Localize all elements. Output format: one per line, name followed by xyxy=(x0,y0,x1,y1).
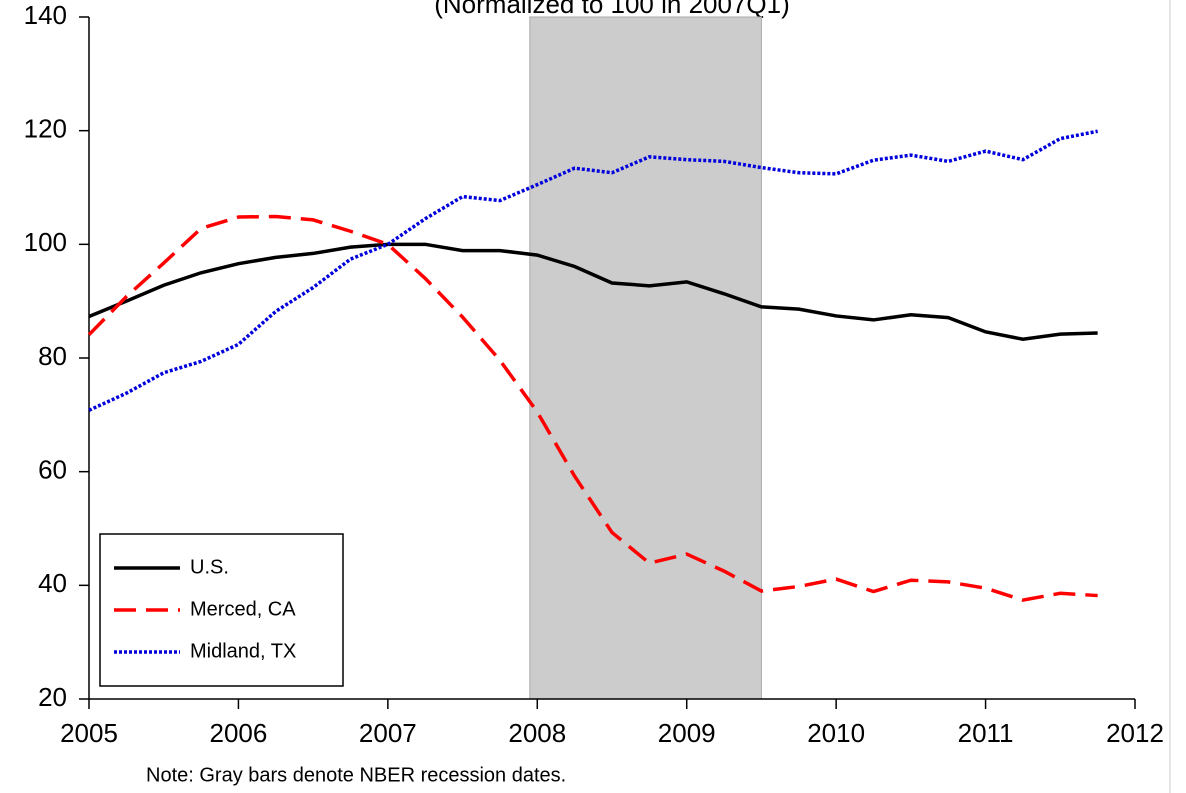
y-tick-label: 40 xyxy=(38,568,67,598)
series-line xyxy=(88,242,1098,342)
series-line xyxy=(88,129,1098,412)
x-tick-label: 2009 xyxy=(658,718,716,748)
y-tick-label: 100 xyxy=(24,227,67,257)
chart-note: Note: Gray bars denote NBER recession da… xyxy=(146,764,566,786)
y-tick-label: 140 xyxy=(24,0,67,30)
x-tick-label: 2011 xyxy=(958,718,1014,748)
series-line xyxy=(87,214,1098,602)
x-tick-label: 2010 xyxy=(807,718,865,748)
recession-band xyxy=(529,16,762,700)
x-tick-label: 2007 xyxy=(359,718,417,748)
x-tick-label: 2012 xyxy=(1106,718,1164,748)
legend-label: Merced, CA xyxy=(190,598,296,620)
legend-box xyxy=(99,533,344,687)
y-tick-label: 60 xyxy=(38,455,67,485)
chart-subtitle: (Normalized to 100 in 2007Q1) xyxy=(434,0,790,19)
legend-label: U.S. xyxy=(190,556,229,578)
y-tick-label: 120 xyxy=(24,114,67,144)
x-tick-label: 2005 xyxy=(60,718,118,748)
x-tick-label: 2008 xyxy=(508,718,566,748)
y-tick-label: 20 xyxy=(38,682,67,712)
legend-label: Midland, TX xyxy=(190,640,296,662)
x-tick-label: 2006 xyxy=(210,718,268,748)
y-tick-label: 80 xyxy=(38,341,67,371)
